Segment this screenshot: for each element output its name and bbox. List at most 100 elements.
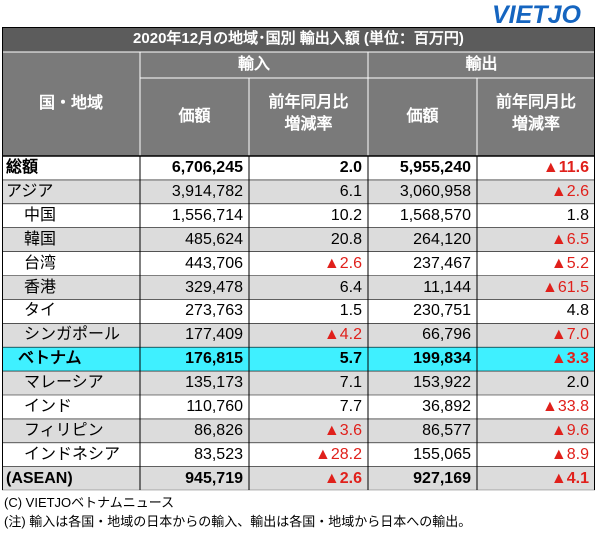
region-name-cell: 中国: [24, 206, 57, 224]
import-yoy-cell: 5.7: [339, 350, 362, 368]
region-name-cell: インド: [24, 398, 73, 415]
negative-value: ▲33.8: [542, 398, 589, 415]
table-row: [2, 347, 595, 372]
export-yoy-cell: ▲7.0: [477, 323, 595, 347]
import-yoy-cell: 20.8: [330, 230, 362, 248]
header-export: 輸出: [368, 52, 595, 78]
table-row: [2, 395, 595, 419]
import-yoy-cell: ▲28.2: [249, 443, 368, 467]
header-export-yoy: 前年同月比 増減率: [477, 78, 595, 156]
header-export-yoy-line2: 増減率: [511, 116, 560, 133]
import-value-cell: 443,706: [185, 254, 243, 272]
import-yoy-cell: 2.0: [339, 159, 362, 176]
export-value-cell: 264,120: [413, 230, 471, 248]
header-export-value: 価額: [368, 78, 477, 156]
region-name-cell: ベトナム: [18, 350, 82, 368]
table-row: [2, 418, 595, 443]
region-name-cell: シンガポール: [24, 326, 121, 344]
import-value-cell: 3,914,782: [171, 182, 243, 200]
region-name-cell: 台湾: [24, 254, 57, 272]
export-value-cell: 86,577: [422, 421, 471, 439]
import-yoy-cell: 6.4: [339, 278, 362, 296]
import-yoy-cell: 7.7: [339, 398, 362, 415]
table-row: [2, 466, 595, 491]
negative-value: ▲4.2: [323, 326, 362, 344]
import-value-cell: 86,826: [194, 421, 243, 439]
table-row: [2, 251, 595, 276]
region-name-cell: フィリピン: [24, 421, 104, 439]
explanation-note: (注) 輸入は各国・地域の日本からの輸入、輸出は各国・地域から日本への輸出。: [4, 514, 472, 529]
export-value-cell: 66,796: [422, 326, 471, 344]
region-name-cell: 総額: [6, 159, 39, 176]
import-yoy-cell: 7.1: [339, 374, 362, 392]
import-value-cell: 83,523: [194, 445, 243, 463]
trade-table: 2020年12月の地域･国別 輸出入額 (単位：百万円) 国・地域 輸入 輸出 …: [2, 27, 595, 491]
negative-value: ▲2.6: [550, 182, 589, 200]
import-value-cell: 1,556,714: [171, 206, 243, 224]
footnotes: (C) VIETJOベトナムニュース (注) 輸入は各国・地域の日本からの輸入、…: [4, 493, 594, 531]
export-value-cell: 153,922: [413, 374, 471, 392]
negative-value: ▲28.2: [315, 445, 362, 463]
export-value-cell: 230,751: [413, 302, 471, 320]
export-value-cell: 1,568,570: [399, 206, 471, 224]
negative-value: ▲7.0: [550, 326, 589, 344]
export-yoy-cell: ▲9.6: [477, 419, 595, 443]
region-name-cell: タイ: [24, 302, 57, 320]
region-name-cell: インドネシア: [24, 445, 121, 463]
export-value-cell: 237,467: [413, 254, 471, 272]
import-yoy-cell: ▲2.6: [249, 252, 368, 276]
import-value-cell: 177,409: [185, 326, 243, 344]
table-title: 2020年12月の地域･国別 輸出入額 (単位：百万円): [2, 27, 595, 52]
export-yoy-cell: ▲2.6: [477, 180, 595, 204]
region-name-cell: 香港: [24, 278, 57, 296]
export-yoy-cell: 2.0: [566, 374, 589, 392]
negative-value: ▲8.9: [550, 445, 589, 463]
import-value-cell: 110,760: [186, 398, 243, 415]
header-import-value: 価額: [140, 78, 249, 156]
import-yoy-cell: ▲2.6: [249, 467, 368, 491]
negative-value: ▲9.6: [550, 421, 589, 439]
header-region: 国・地域: [2, 52, 140, 156]
negative-value: ▲2.6: [323, 469, 362, 487]
header-import-yoy-line2: 増減率: [284, 116, 333, 133]
import-value-cell: 135,173: [185, 374, 243, 392]
export-yoy-cell: ▲11.6: [477, 156, 595, 180]
table-row: [2, 275, 595, 300]
import-value-cell: 176,815: [185, 350, 243, 368]
negative-value: ▲2.6: [323, 254, 362, 272]
negative-value: ▲61.5: [542, 278, 589, 296]
export-yoy-cell: ▲8.9: [477, 443, 595, 467]
table-row: [2, 371, 595, 395]
export-yoy-cell: ▲61.5: [477, 276, 595, 300]
export-value-cell: 199,834: [413, 350, 471, 368]
region-name-cell: 韓国: [24, 230, 57, 248]
header-export-yoy-line1: 前年同月比: [495, 94, 576, 111]
export-value-cell: 36,892: [422, 398, 471, 415]
import-value-cell: 329,478: [185, 278, 243, 296]
import-yoy-cell: 1.5: [339, 302, 362, 320]
export-yoy-cell: ▲33.8: [477, 395, 595, 419]
import-value-cell: 945,719: [185, 469, 243, 487]
export-yoy-cell: 4.8: [566, 302, 589, 320]
negative-value: ▲11.6: [542, 159, 589, 176]
import-yoy-cell: 10.2: [330, 206, 362, 224]
region-name-cell: マレーシア: [24, 374, 104, 392]
negative-value: ▲3.6: [323, 421, 362, 439]
export-yoy-cell: ▲3.3: [477, 347, 595, 371]
region-name-cell: アジア: [6, 182, 54, 200]
negative-value: ▲4.1: [550, 469, 589, 487]
export-yoy-cell: ▲4.1: [477, 467, 595, 491]
header-import-yoy-line1: 前年同月比: [268, 94, 349, 111]
import-yoy-cell: ▲4.2: [249, 323, 368, 347]
export-value-cell: 927,169: [413, 469, 471, 487]
export-value-cell: 11,144: [423, 278, 471, 296]
table-row: [2, 203, 595, 228]
negative-value: ▲3.3: [550, 350, 589, 368]
export-yoy-cell: ▲6.5: [477, 228, 595, 252]
export-yoy-cell: 1.8: [566, 206, 589, 224]
table-row: [2, 156, 595, 180]
table-row: [2, 179, 595, 204]
import-value-cell: 273,763: [185, 302, 243, 320]
table-row: [2, 442, 595, 467]
export-value-cell: 5,955,240: [399, 159, 471, 176]
